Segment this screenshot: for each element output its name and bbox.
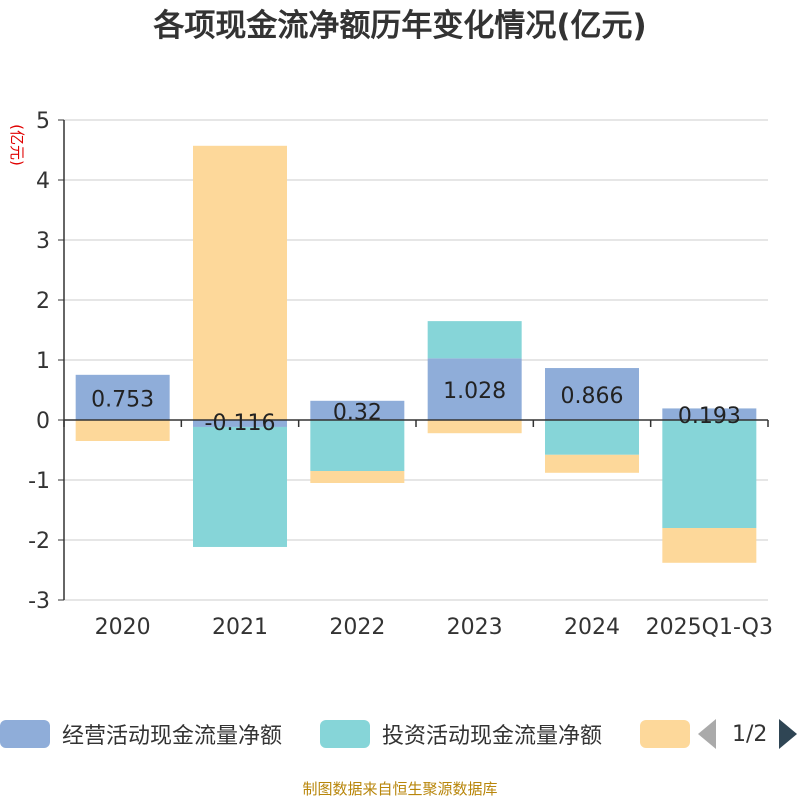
- bar-2025Q1-Q3-series-0: [662, 408, 757, 420]
- bar-2021-series-2: [193, 145, 287, 421]
- bar-2023-series-0: [427, 358, 522, 420]
- bar-2023-series-2: [427, 420, 522, 434]
- x-tick-label-2021: 2021: [212, 615, 268, 640]
- legend: 经营活动现金流量净额 投资活动现金流量净额: [0, 712, 800, 756]
- y-tick-label: 4: [36, 169, 50, 194]
- y-tick-label: 1: [36, 349, 50, 374]
- source-note: 制图数据来自恒生聚源数据库: [302, 780, 498, 798]
- bar-2024-series-1: [545, 420, 639, 455]
- legend-item-financing[interactable]: [640, 712, 690, 756]
- bar-2021-series-0: [193, 420, 287, 427]
- data-label-2020: 0.753: [91, 387, 154, 412]
- bar-2025Q1-Q3-series-2: [662, 528, 757, 563]
- bar-2022-series-1: [310, 420, 405, 471]
- legend-item-investing[interactable]: 投资活动现金流量净额: [320, 712, 602, 756]
- legend-pager: 1/2: [698, 712, 798, 756]
- bar-2024-series-2: [545, 454, 639, 473]
- chart-title: 各项现金流净额历年变化情况(亿元): [153, 8, 647, 44]
- y-tick-label: -2: [28, 529, 50, 554]
- legend-swatch-financing: [640, 720, 690, 748]
- y-tick-label: -1: [28, 469, 50, 494]
- legend-swatch-operating: [0, 720, 50, 748]
- bar-2025Q1-Q3-series-1: [662, 420, 757, 528]
- legend-swatch-investing: [320, 720, 370, 748]
- data-label-2025Q1-Q3: 0.193: [678, 404, 741, 429]
- legend-prev-arrow-icon[interactable]: [698, 719, 716, 749]
- data-label-2022: 0.32: [333, 400, 382, 425]
- x-tick-label-2023: 2023: [447, 615, 503, 640]
- data-label-2021: -0.116: [205, 411, 276, 436]
- y-axis-label: (亿元): [8, 124, 26, 166]
- legend-label-operating: 经营活动现金流量净额: [62, 724, 283, 749]
- bar-2024-series-0: [545, 368, 639, 420]
- x-tick-label-2022: 2022: [329, 615, 385, 640]
- x-tick-label-2024: 2024: [564, 615, 620, 640]
- y-tick-label: -3: [28, 589, 50, 614]
- x-tick-label-2020: 2020: [95, 615, 151, 640]
- bar-2022-series-0: [310, 400, 405, 420]
- data-label-2024: 0.866: [561, 384, 624, 409]
- legend-next-arrow-icon[interactable]: [779, 719, 798, 749]
- y-tick-label: 2: [36, 289, 50, 314]
- y-tick-label: 0: [36, 409, 50, 434]
- legend-page-indicator: 1/2: [732, 721, 768, 747]
- legend-label-investing: 投资活动现金流量净额: [382, 724, 603, 749]
- bar-2020-series-0: [75, 374, 170, 420]
- legend-item-operating[interactable]: 经营活动现金流量净额: [0, 712, 282, 756]
- y-tick-label: 3: [36, 229, 50, 254]
- bar-2023-series-1: [427, 321, 522, 359]
- bar-2022-series-2: [310, 471, 405, 483]
- bar-2020-series-2: [75, 420, 170, 441]
- x-tick-label-2025Q1-Q3: 2025Q1-Q3: [646, 615, 773, 640]
- y-tick-label: 5: [36, 109, 50, 134]
- data-label-2023: 1.028: [443, 379, 506, 404]
- bar-2021-series-1: [193, 426, 287, 547]
